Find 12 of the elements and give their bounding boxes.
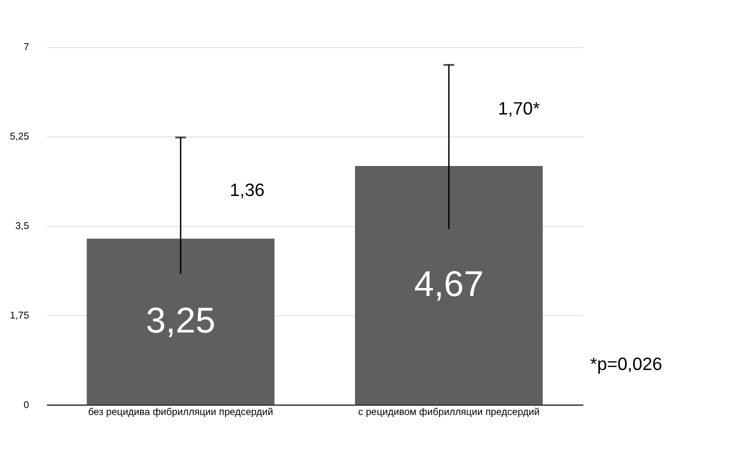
data-label: 3,25: [146, 300, 216, 340]
data-label: 4,67: [414, 264, 484, 304]
y-tick-label: 1,75: [10, 310, 30, 322]
text: *p=0,026: [590, 354, 662, 374]
x-tick-label: с рецидивом фибрилляции предсердий: [358, 406, 540, 418]
y-tick-label: 3,5: [15, 220, 30, 232]
y-tick-label: 0: [24, 400, 30, 411]
y-tick-label: 7: [24, 42, 30, 54]
annotation: 1,70*: [498, 98, 540, 119]
y-tick-label: 5,25: [10, 132, 30, 143]
x-tick-label: без рецидива фибрилляции предсердий: [88, 406, 274, 418]
annotation: 1,36: [230, 180, 265, 200]
